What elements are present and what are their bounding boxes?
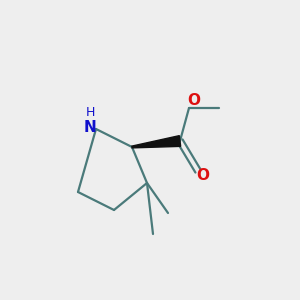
Text: O: O [187, 93, 200, 108]
Text: O: O [196, 168, 209, 183]
Text: H: H [85, 106, 95, 119]
Polygon shape [132, 136, 181, 148]
Text: N: N [84, 120, 96, 135]
